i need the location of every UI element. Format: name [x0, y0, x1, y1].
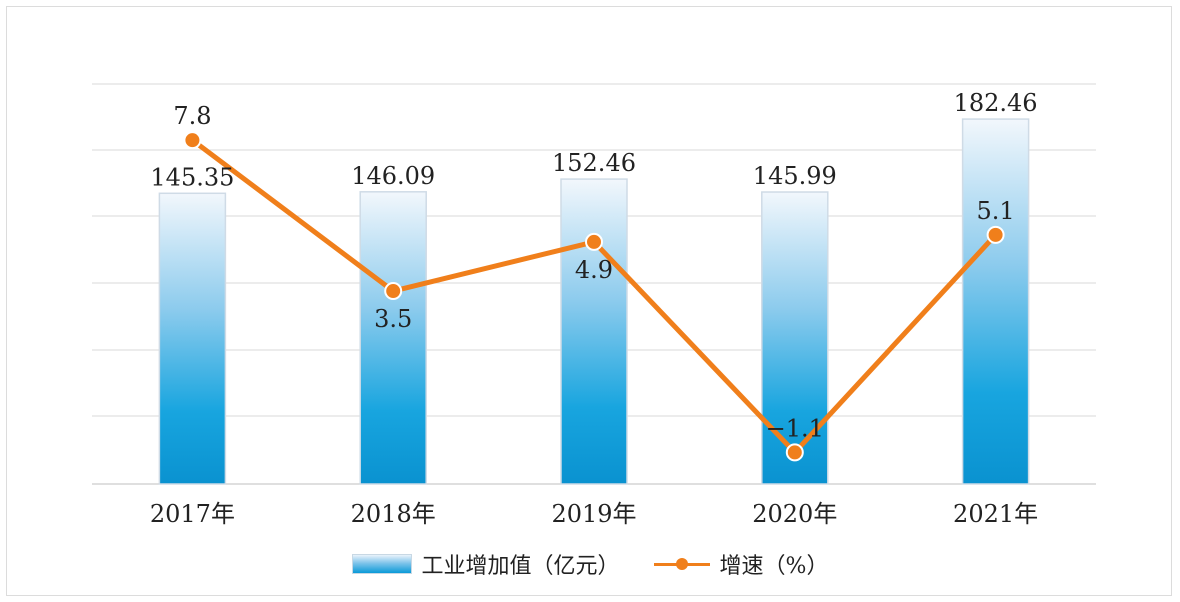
legend-bar-label: 工业增加值（亿元）: [421, 554, 620, 579]
x-tick-label: 2020年: [752, 500, 837, 528]
legend-item-bar: 工业增加值（亿元）: [351, 548, 620, 580]
bar-value-label: 152.46: [552, 149, 636, 177]
x-tick-label: 2018年: [351, 500, 436, 528]
growth-point: [986, 225, 1005, 244]
bar: [158, 192, 227, 485]
growth-point: [585, 232, 603, 251]
x-tick-label: 2017年: [150, 500, 235, 528]
line-value-label: 4.9: [575, 256, 613, 284]
bar: [961, 118, 1030, 485]
bar: [560, 178, 628, 485]
line-value-label: −1.1: [766, 414, 824, 442]
line-value-label: 5.1: [977, 197, 1015, 225]
bar: [761, 191, 829, 485]
growth-point: [183, 131, 202, 150]
legend-bar-swatch: [351, 554, 412, 574]
bar-value-label: 145.35: [150, 163, 234, 191]
legend: 工业增加值（亿元） 增速（%）: [0, 548, 1180, 580]
bar-value-label: 146.09: [351, 162, 435, 190]
legend-line-swatch: [653, 555, 710, 573]
bar-value-label: 182.46: [954, 89, 1038, 117]
line-value-label: 3.5: [374, 305, 412, 333]
chart-frame: [6, 6, 1172, 596]
legend-line-label: 增速（%）: [719, 554, 829, 579]
bar: [359, 191, 427, 485]
x-tick-label: 2019年: [551, 500, 636, 528]
growth-point: [384, 282, 403, 301]
x-tick-label: 2021年: [953, 500, 1038, 528]
growth-point: [785, 443, 804, 462]
line-value-label: 7.8: [173, 102, 211, 130]
legend-item-line: 增速（%）: [653, 548, 829, 580]
bar-value-label: 145.99: [753, 162, 837, 190]
